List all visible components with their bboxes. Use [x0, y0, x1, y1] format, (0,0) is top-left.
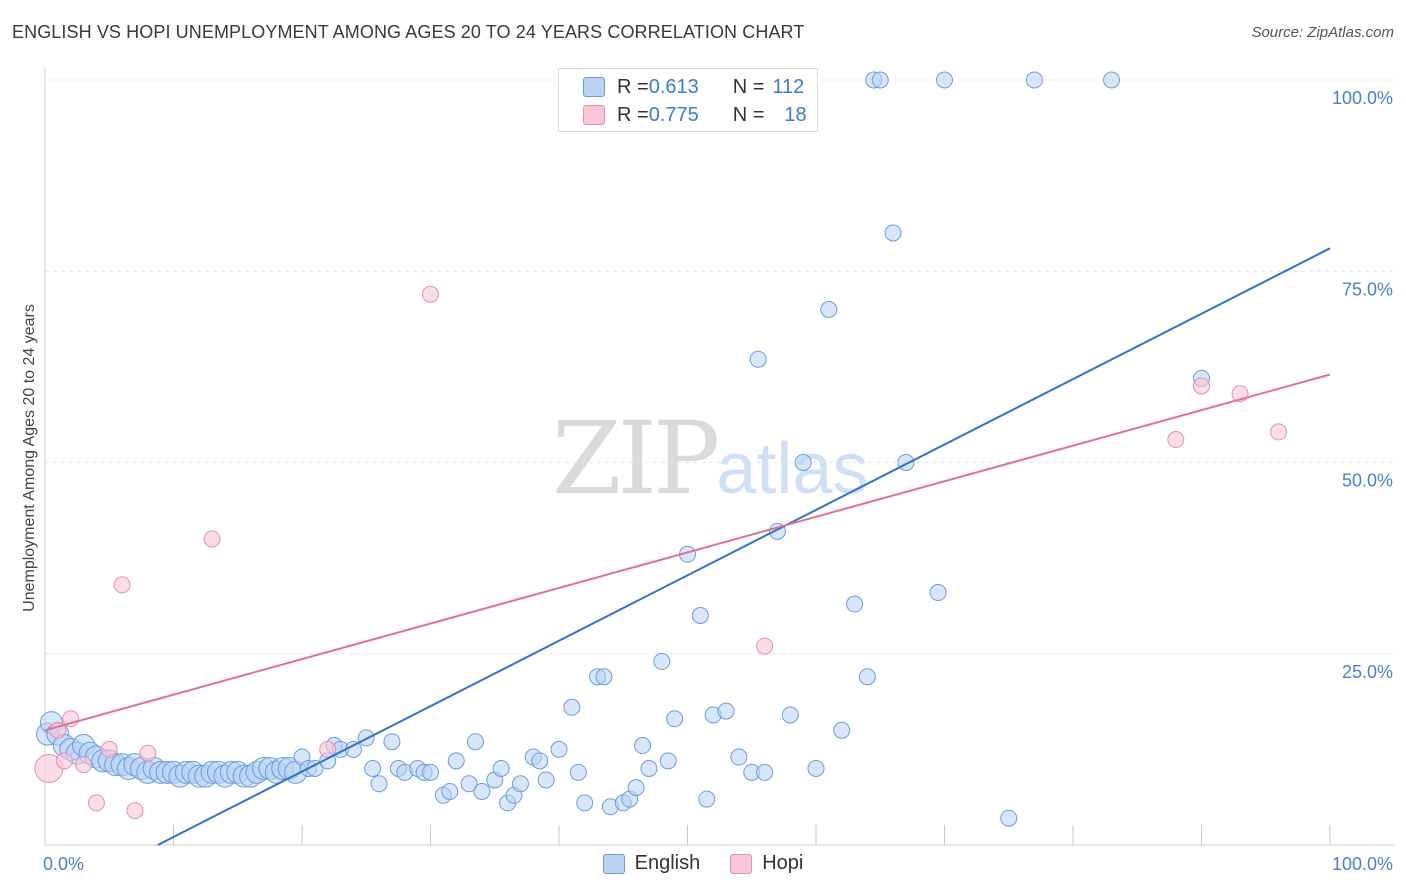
english-point	[929, 584, 947, 602]
english-point	[634, 737, 652, 755]
correlation-legend: R = 0.613 N = 112 R = 0.775 N = 18	[558, 68, 818, 132]
legend-item-english[interactable]: English	[602, 852, 701, 875]
english-point	[627, 779, 645, 797]
english-point	[537, 771, 555, 789]
hopi-point	[126, 802, 144, 820]
english-point	[473, 782, 491, 800]
y-tick-label: 50.0%	[1342, 471, 1393, 491]
english-point	[576, 794, 594, 812]
english-point	[492, 760, 510, 777]
hopi-r-label: R =	[617, 103, 649, 126]
hopi-legend-label: Hopi	[762, 852, 804, 874]
hopi-point	[100, 740, 118, 758]
english-point	[691, 607, 709, 624]
x-tick-label: 0.0%	[43, 854, 84, 874]
english-r-value: 0.613	[648, 75, 699, 98]
hopi-trend-line	[44, 373, 1331, 732]
tick-labels: 25.0% 50.0% 75.0% 100.0% 0.0% 100.0%	[43, 88, 1393, 874]
english-point	[653, 652, 671, 670]
english-point	[884, 224, 902, 242]
english-point	[460, 775, 478, 793]
series-legend: English Hopi	[0, 852, 1406, 875]
english-point	[531, 752, 549, 770]
watermark-zip: ZIP	[552, 400, 720, 517]
hopi-point	[113, 576, 131, 594]
legend-row-hopi: R = 0.775 N = 18	[583, 101, 807, 129]
hopi-point	[203, 530, 221, 548]
english-point	[807, 760, 825, 777]
hopi-point	[55, 752, 73, 770]
legend-item-hopi[interactable]: Hopi	[730, 852, 803, 875]
x-tick-label: 100.0%	[1332, 854, 1393, 874]
english-points	[36, 71, 1210, 827]
hopi-n-value: 18	[784, 103, 807, 126]
chart-title: ENGLISH VS HOPI UNEMPLOYMENT AMONG AGES …	[12, 22, 805, 42]
english-point	[364, 760, 382, 777]
hopi-point	[87, 794, 105, 812]
english-point	[871, 71, 889, 89]
english-point	[666, 710, 684, 728]
english-point	[756, 763, 774, 781]
english-point	[717, 702, 735, 720]
hopi-n-label: N =	[732, 103, 765, 126]
english-point	[730, 748, 748, 766]
y-axis-label: Unemployment Among Ages 20 to 24 years	[21, 304, 38, 612]
english-point	[858, 668, 876, 686]
english-point	[511, 775, 529, 793]
hopi-points	[34, 285, 1288, 820]
english-point	[370, 775, 388, 793]
trend-lines	[44, 247, 1331, 846]
hopi-point	[1167, 431, 1185, 449]
english-point	[936, 71, 953, 89]
english-n-label: N =	[732, 75, 765, 98]
english-legend-label: English	[634, 852, 701, 874]
english-point	[550, 740, 568, 758]
english-point	[1025, 71, 1043, 89]
english-point	[447, 752, 465, 770]
english-point	[1103, 71, 1121, 89]
english-point	[833, 721, 851, 739]
hopi-point	[756, 637, 774, 655]
watermark: ZIPatlas	[552, 400, 868, 517]
english-point	[846, 595, 864, 613]
y-tick-label: 75.0%	[1342, 279, 1393, 299]
gridlines	[45, 79, 1395, 655]
hopi-point	[1193, 377, 1210, 395]
legend-row-english: R = 0.613 N = 112	[583, 73, 804, 101]
y-tick-label: 25.0%	[1342, 662, 1393, 682]
english-legend-swatch	[602, 853, 625, 874]
y-tick-label: 100.0%	[1332, 88, 1393, 108]
english-point	[749, 350, 767, 368]
english-n-value: 112	[772, 75, 805, 98]
english-point	[563, 698, 581, 716]
hopi-point	[422, 285, 439, 303]
english-point	[698, 790, 716, 808]
english-point	[569, 763, 587, 781]
english-point	[441, 782, 459, 800]
english-point	[466, 733, 484, 751]
hopi-legend-swatch	[730, 853, 753, 874]
english-point	[422, 763, 439, 781]
english-r-label: R =	[617, 75, 649, 98]
english-swatch	[583, 77, 605, 97]
english-point	[344, 740, 362, 758]
hopi-point	[139, 744, 157, 762]
axes	[44, 68, 1395, 846]
hopi-point	[1270, 423, 1288, 441]
english-point	[640, 760, 658, 777]
english-point	[781, 706, 799, 724]
english-trend-line	[157, 247, 1331, 846]
english-point	[383, 733, 401, 751]
source-label: Source: ZipAtlas.com	[1251, 24, 1394, 41]
hopi-r-value: 0.775	[648, 103, 699, 126]
english-point	[820, 301, 838, 318]
hopi-swatch	[583, 105, 605, 125]
english-point	[659, 752, 677, 770]
english-point	[794, 454, 812, 471]
english-point	[595, 668, 613, 686]
english-point	[1000, 809, 1018, 827]
hopi-point	[75, 756, 93, 774]
